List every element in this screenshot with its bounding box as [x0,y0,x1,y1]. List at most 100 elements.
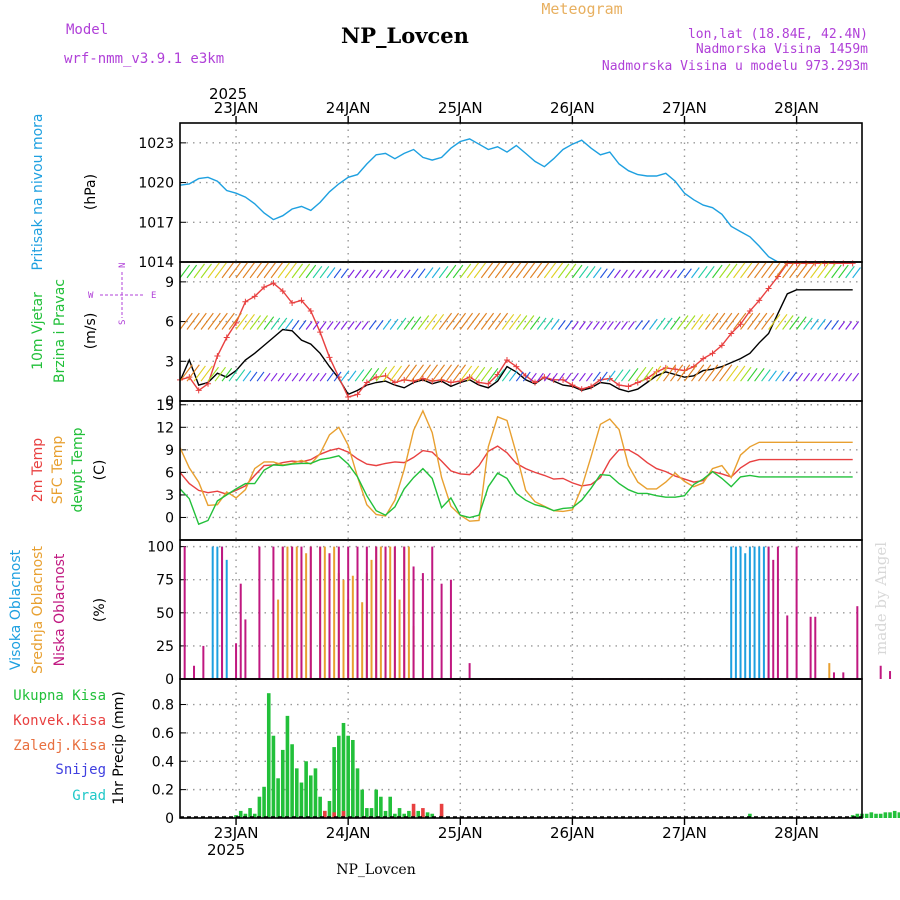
precip-bar-ukupna-kisa [341,722,346,818]
wind-barb [270,317,281,330]
clouds-bar-niska [239,583,242,679]
bottom-date-label-2: 25JAN [438,824,483,842]
temperature-ytick-label-3: 9 [165,443,174,459]
wind-barb [368,269,376,279]
precip-bar-ukupna-kisa [365,808,369,818]
precip-bar-ukupna-kisa [883,812,888,818]
wind-barb [663,317,673,330]
wind-barb [642,269,649,279]
gust-marker [317,329,324,336]
wind-barb [803,372,811,382]
wind-barb [326,321,334,330]
precip-legend-3: Snijeg [55,762,106,778]
wind-barb [452,264,464,279]
wind-barb [585,265,596,279]
wind-barb [312,265,323,279]
gust-marker [597,376,604,383]
wind-barb [284,372,292,382]
gust-marker [373,374,380,381]
precip-bar-ukupna-kisa [252,813,257,818]
wind-ylabel-2: Brzina i Pravac [52,279,68,383]
wind-barb [747,368,758,382]
wind-barb [466,312,481,330]
clouds-bar-niska [449,579,452,679]
wind-barb [592,321,600,330]
wind-barb [698,265,708,279]
clouds-bar-srednja [828,663,831,679]
temperature-ytick-label-4: 12 [156,420,174,436]
clouds-bar-niska [235,643,238,679]
wind-barb [726,263,738,279]
wind-barb [263,372,271,382]
clouds-bar-niska [309,546,312,679]
gust-marker [326,354,333,361]
clouds-bar-niska [440,583,443,679]
clouds-bar-niska [384,546,387,679]
wind-barb [319,265,330,279]
wind-barb [410,364,424,382]
wind-barb [515,371,524,382]
wind-barb [438,312,452,330]
wind-barb [796,316,807,330]
wind-barb [193,312,207,330]
top-date-label-4: 27JAN [662,99,707,117]
wind-barb [649,318,658,330]
wind-barb [256,315,269,330]
compass-south: S [118,320,128,325]
wind-barb [494,369,505,382]
wind-barb [445,312,460,330]
wind-barb [564,319,573,330]
precip-bar-ukupna-kisa [327,800,332,818]
precip-bar-ukupna-kisa [318,796,322,818]
bottom-date-label-1: 24JAN [326,824,371,842]
precip-bar-ukupna-kisa [248,808,252,818]
wind-barb [775,370,784,382]
clouds-bar-niska [244,619,247,679]
wind-barb [235,261,249,279]
gust-marker [345,394,352,401]
clouds-bar-niska [319,546,322,679]
precip-bar-ukupna-kisa [869,812,874,818]
wind-barb [557,263,570,279]
precip-bar-ukupna-kisa [425,812,430,818]
clouds-bar-niska [412,566,415,679]
wind-barb [291,263,304,279]
temperature-series-dewpt-Temp [179,455,853,526]
wind-barb [733,365,746,382]
clouds-bar-niska [421,573,424,679]
wind-barb [340,268,349,279]
wind-barb [719,263,731,279]
wind-barb [473,262,487,279]
clouds-bar-niska [889,671,892,679]
wind-barb [670,269,677,279]
clouds-ytick-label-0: 0 [165,672,174,688]
wind-barb [768,261,782,279]
wind-barb [550,318,560,330]
clouds-bar-niska [202,645,205,679]
top-date-label-0: 23JAN [214,99,259,117]
wind-barb [277,372,285,382]
cloud-ylabel-mid: Srednja Oblacnost [30,546,46,674]
precip-bar-ukupna-kisa [313,768,318,818]
wind-barb [298,263,311,279]
wind-barb [319,372,327,382]
wind-barb [214,366,226,382]
wind-barb [207,262,220,279]
precip-bar-konvek.kisa [332,812,336,818]
gust-marker [513,363,520,370]
clouds-bar-niska [337,546,340,679]
lonlat-info: lon,lat (18.84E, 42.4N) [688,27,868,42]
wind-barb [852,267,861,279]
wind-barb [817,372,825,382]
clouds-bar-niska [767,546,770,679]
wind-barb [200,365,213,382]
wind-barb [599,268,608,279]
precip-legend-0: Ukupna Kisa [13,688,106,704]
wind-barb [396,317,407,330]
clouds-ytick-label-4: 100 [147,540,174,556]
temperature-panel [179,400,863,541]
clouds-bar-srednja [323,546,326,679]
wind-barb [768,370,777,382]
precip-bar-ukupna-kisa [388,796,393,818]
